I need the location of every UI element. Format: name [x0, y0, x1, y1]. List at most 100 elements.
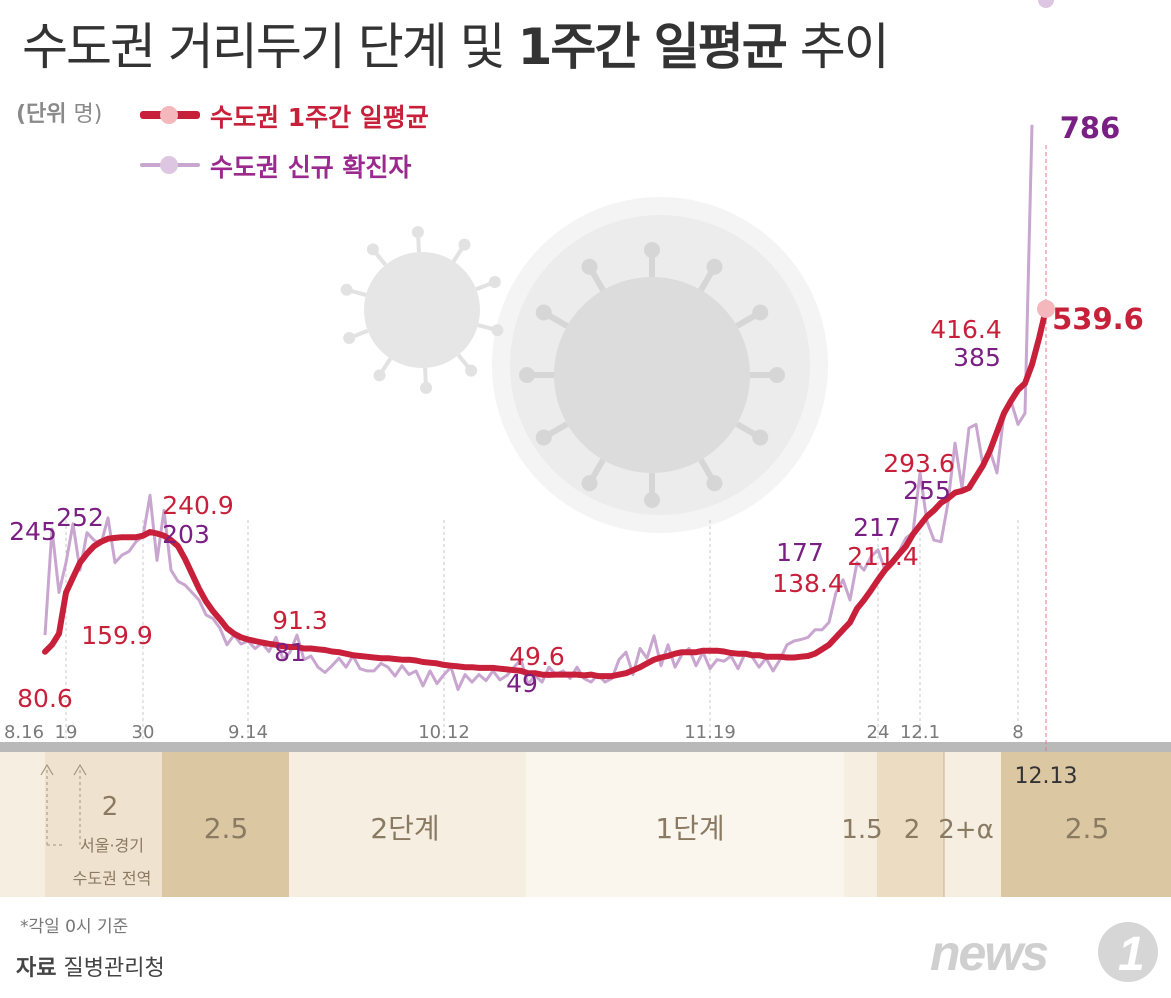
- end-date-label: 12.13: [1015, 764, 1078, 789]
- stage-note: 수도권 전역: [73, 869, 152, 888]
- unit-bold: (단위: [16, 102, 67, 127]
- title-bold: 1주간 일평균: [517, 18, 788, 76]
- logo-text: news: [930, 925, 1048, 981]
- stage-label: 2: [102, 792, 119, 822]
- virus-spike-tip: [488, 276, 501, 289]
- avg-data-label: 416.4: [930, 315, 1002, 344]
- avg-data-label: 293.6: [883, 449, 955, 478]
- avg-data-label: 91.3: [272, 606, 328, 635]
- virus-spike-tip: [458, 238, 471, 251]
- stage-label: 2단계: [370, 812, 439, 845]
- x-tick-label: 19: [55, 722, 78, 743]
- new-cases-data-label: 177: [776, 538, 824, 567]
- footnote: *각일 0시 기준: [20, 917, 129, 937]
- virus-spike-tip: [581, 475, 598, 492]
- virus-spike-tip: [535, 304, 552, 321]
- avg-data-label: 159.9: [81, 621, 153, 650]
- new-cases-data-label: 217: [853, 513, 901, 542]
- new-cases-data-label: 385: [953, 343, 1001, 372]
- x-tick-label: 8.16: [4, 722, 44, 743]
- avg-data-label: 240.9: [162, 491, 234, 520]
- virus-spike-tip: [706, 258, 723, 275]
- virus-spike-tip: [581, 258, 598, 275]
- virus-spike-tip: [644, 492, 660, 508]
- virus-spike-tip: [752, 429, 769, 446]
- stage-label: 1단계: [655, 812, 724, 845]
- legend-new-label: 수도권 신규 확진자: [210, 153, 412, 182]
- avg-data-label: 211.4: [847, 542, 919, 571]
- new-cases-data-label: 81: [274, 638, 306, 667]
- series-weekly-avg-line: [42, 305, 1049, 680]
- x-axis: 8.16 19 30 9.14 10.12 11.19 24 12.1 8 12.13: [4, 722, 1078, 789]
- x-tick-label: 8: [1012, 722, 1023, 743]
- stage-label: 1.5: [841, 815, 882, 845]
- source: 자료 질병관리청: [16, 950, 165, 982]
- virus-spike-tip: [519, 367, 535, 383]
- stage-band: [944, 752, 1001, 897]
- avg-data-label: 138.4: [772, 569, 844, 598]
- legend-avg-label: 수도권 1주간 일평균: [210, 103, 429, 132]
- arrow-head: [40, 763, 54, 776]
- virus-spike-tip: [420, 381, 433, 394]
- stage-label: 2+α: [938, 815, 993, 845]
- stage-band: [162, 752, 289, 897]
- virus-spike-tip: [411, 226, 424, 239]
- new-cases-data-label: 255: [903, 476, 951, 505]
- axis-bar: [0, 742, 1171, 752]
- news1-logo: news 1: [930, 922, 1158, 982]
- endpoint-new: [1038, 0, 1054, 8]
- stage-band: [526, 752, 844, 897]
- new-cases-data-label: 252: [56, 503, 104, 532]
- title-regular: 수도권 거리두기 단계 및: [22, 18, 506, 76]
- stage-band: [1001, 752, 1171, 897]
- legend-new-dot: [160, 156, 178, 174]
- virus-spike-tip: [769, 367, 785, 383]
- stage-note: 서울·경기: [80, 836, 144, 855]
- page-title: 수도권 거리두기 단계 및 1주간 일평균 추이: [22, 12, 890, 82]
- source-bold: 자료: [16, 956, 57, 981]
- stage-label: 2.5: [1065, 812, 1110, 845]
- avg-data-label: 539.6: [1052, 302, 1144, 336]
- stage-band-2: [45, 752, 162, 897]
- x-tick-label: 12.1: [900, 722, 940, 743]
- stage-label: 2.5: [204, 812, 249, 845]
- x-tick-label: 30: [132, 722, 155, 743]
- legend-avg-dot: [160, 106, 178, 124]
- virus-spike-tip: [491, 324, 504, 337]
- virus-spike-tip: [340, 283, 353, 296]
- source-name: 질병관리청: [63, 956, 165, 981]
- logo-number: 1: [1118, 928, 1145, 981]
- title-tail: 추이: [799, 18, 890, 76]
- virus-spike-tip: [373, 369, 386, 382]
- new-cases-data-label: 203: [162, 520, 210, 549]
- virus-body-small: [364, 252, 480, 368]
- virus-spike-tip: [752, 304, 769, 321]
- arrow-head: [73, 763, 87, 776]
- avg-data-label: 80.6: [17, 684, 73, 713]
- x-tick-label: 11.19: [684, 722, 736, 743]
- new-cases-data-label: 49: [506, 669, 538, 698]
- avg-data-label: 49.6: [509, 642, 565, 671]
- new-cases-data-label: 245: [9, 517, 57, 546]
- unit-rest: 명): [73, 102, 103, 127]
- virus-illustration: [340, 197, 828, 533]
- stage-band: [289, 752, 526, 897]
- virus-spike-tip: [366, 243, 379, 256]
- x-tick-label: 10.12: [418, 722, 470, 743]
- virus-body-large: [554, 277, 750, 473]
- virus-spike-tip: [644, 242, 660, 258]
- series-new-cases-line: [43, 124, 1034, 692]
- virus-spike-tip: [706, 475, 723, 492]
- unit-label: (단위 명): [16, 96, 102, 128]
- virus-spike-tip: [535, 429, 552, 446]
- virus-spike-tip: [343, 331, 356, 344]
- x-tick-label: 24: [867, 722, 890, 743]
- virus-spike-tip: [465, 364, 478, 377]
- x-tick-label: 9.14: [228, 722, 268, 743]
- new-cases-data-label: 786: [1060, 111, 1121, 145]
- logo-circle: [1098, 922, 1158, 982]
- series-lines: [42, 0, 1055, 692]
